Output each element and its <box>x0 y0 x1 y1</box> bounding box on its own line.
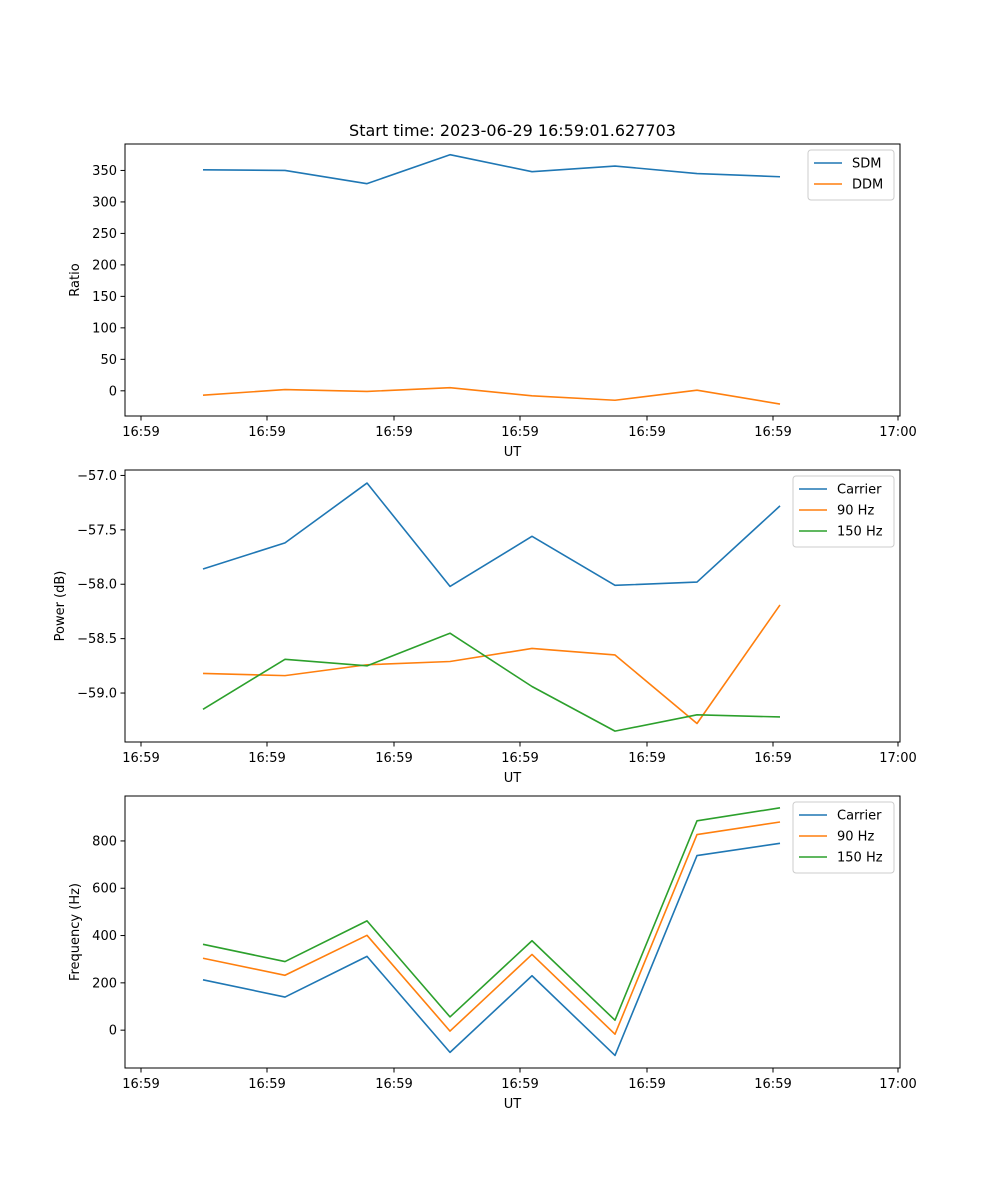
legend-label: Carrier <box>837 809 882 824</box>
y-tick-label: 50 <box>100 353 117 368</box>
x-tick-label: 16:59 <box>248 425 285 440</box>
x-tick-label: 16:59 <box>501 425 538 440</box>
x-tick-label: 16:59 <box>501 751 538 766</box>
legend-label: SDM <box>852 157 881 172</box>
y-tick-label: 200 <box>92 258 117 273</box>
y-tick-label: −57.5 <box>77 523 117 538</box>
legend-box <box>792 801 895 874</box>
y-tick-label: 800 <box>92 834 117 849</box>
y-tick-label: 250 <box>92 227 117 242</box>
y-axis-label: Frequency (Hz) <box>68 883 83 981</box>
y-axis-label: Power (dB) <box>53 571 68 642</box>
x-tick-label: 17:00 <box>879 1077 916 1092</box>
x-axis-label: UT <box>504 1097 522 1112</box>
subplot-3: 16:59 16:59 16:59 16:59 16:59 16:59 17:00 UT 0 20… <box>68 795 917 1112</box>
legend: Carrier 90 Hz 150 Hz <box>792 475 895 548</box>
legend-label: 150 Hz <box>837 851 883 866</box>
series-line-90-hz <box>202 604 781 725</box>
x-axis-label: UT <box>504 445 522 460</box>
x-tick-label: 16:59 <box>122 751 159 766</box>
y-tick-label: 100 <box>92 321 117 336</box>
figure-title: Start time: 2023-06-29 16:59:01.627703 <box>349 121 676 140</box>
subplot-1: 16:59 16:59 16:59 16:59 16:59 16:59 17:00 UT 0 50… <box>68 143 917 460</box>
y-tick-label: 400 <box>92 929 117 944</box>
x-tick-label: 17:00 <box>879 425 916 440</box>
x-tick-label: 16:59 <box>375 1077 412 1092</box>
x-tick-label: 16:59 <box>375 425 412 440</box>
subplots: 16:59 16:59 16:59 16:59 16:59 16:59 17:00 UT 0 50… <box>53 143 917 1112</box>
legend-label: 90 Hz <box>837 830 874 845</box>
x-tick-label: 16:59 <box>122 1077 159 1092</box>
legend-label: DDM <box>852 178 883 193</box>
axes-frame <box>124 143 901 417</box>
x-tick-label: 16:59 <box>628 1077 665 1092</box>
x-tick-label: 16:59 <box>754 751 791 766</box>
y-tick-label: 0 <box>109 1024 117 1039</box>
series-line-ddm <box>202 386 781 405</box>
x-tick-label: 16:59 <box>754 1077 791 1092</box>
subplot-2: 16:59 16:59 16:59 16:59 16:59 16:59 17:00 UT −57… <box>53 469 917 786</box>
series-line-150-hz <box>202 807 781 1022</box>
axes-frame <box>124 795 901 1069</box>
y-tick-label: 200 <box>92 976 117 991</box>
x-tick-label: 16:59 <box>248 1077 285 1092</box>
series-line-sdm <box>202 153 781 185</box>
series-line-90-hz <box>202 821 781 1035</box>
x-tick-label: 16:59 <box>501 1077 538 1092</box>
x-tick-label: 16:59 <box>628 751 665 766</box>
legend-label: 90 Hz <box>837 504 874 519</box>
legend-box <box>792 475 895 548</box>
y-tick-label: −59.0 <box>77 687 117 702</box>
legend-label: Carrier <box>837 483 882 498</box>
axes-frame <box>124 469 901 743</box>
series-line-carrier <box>202 842 781 1057</box>
x-tick-label: 16:59 <box>375 751 412 766</box>
x-tick-label: 17:00 <box>879 751 916 766</box>
y-tick-label: 0 <box>109 384 117 399</box>
y-tick-label: 600 <box>92 882 117 897</box>
x-axis-label: UT <box>504 771 522 786</box>
y-tick-label: 300 <box>92 195 117 210</box>
y-tick-label: 350 <box>92 164 117 179</box>
y-tick-label: −58.5 <box>77 632 117 647</box>
x-tick-label: 16:59 <box>628 425 665 440</box>
x-tick-label: 16:59 <box>248 751 285 766</box>
x-tick-label: 16:59 <box>122 425 159 440</box>
series-line-carrier <box>202 482 781 588</box>
y-tick-label: 150 <box>92 290 117 305</box>
legend: SDM DDM <box>807 149 895 201</box>
legend-label: 150 Hz <box>837 525 883 540</box>
legend: Carrier 90 Hz 150 Hz <box>792 801 895 874</box>
series-line-150-hz <box>202 632 781 732</box>
y-tick-label: −57.0 <box>77 469 117 484</box>
y-axis-label: Ratio <box>68 263 83 296</box>
x-tick-label: 16:59 <box>754 425 791 440</box>
y-tick-label: −58.0 <box>77 578 117 593</box>
